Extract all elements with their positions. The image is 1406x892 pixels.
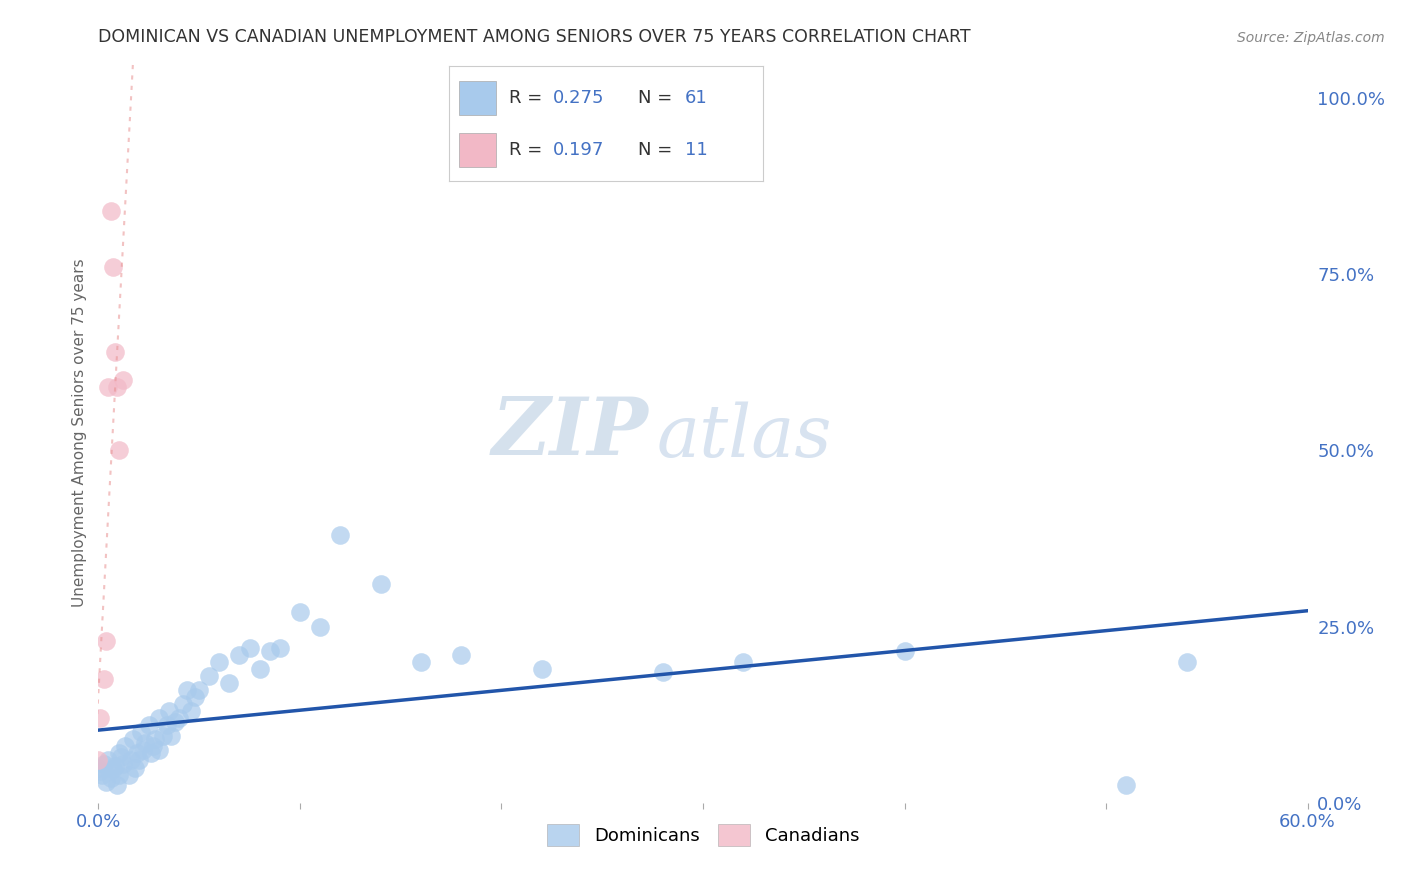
Point [129,725,152,739]
Point [893,644,915,658]
Point [103,759,125,773]
Point [139,747,162,761]
Point [651,665,673,680]
Point [128,754,150,768]
Point [148,711,170,725]
Point [91,767,114,781]
Point [93,757,115,772]
Point [172,697,194,711]
Point [160,729,183,743]
Point [124,760,146,774]
Point [107,747,129,761]
Point [733,655,755,669]
Point [97,380,120,394]
Point [107,443,129,458]
Y-axis label: Unemployment Among Seniors over 75 years: Unemployment Among Seniors over 75 years [72,259,87,607]
Point [269,640,291,655]
Point [105,380,128,394]
Point [120,754,142,768]
Point [530,662,553,676]
Point [184,690,207,704]
Point [176,683,198,698]
Point [105,778,128,792]
Point [143,732,166,747]
Text: Source: ZipAtlas.com: Source: ZipAtlas.com [1237,31,1385,45]
Point [114,739,136,754]
Point [132,743,155,757]
Point [103,344,125,359]
Text: atlas: atlas [657,401,832,472]
Point [121,732,143,747]
Text: ZIP: ZIP [492,394,648,471]
Legend: Dominicans, Canadians: Dominicans, Canadians [540,816,866,853]
Text: DOMINICAN VS CANADIAN UNEMPLOYMENT AMONG SENIORS OVER 75 YEARS CORRELATION CHART: DOMINICAN VS CANADIAN UNEMPLOYMENT AMONG… [98,28,972,45]
Point [180,704,202,718]
Point [163,714,186,729]
Point [107,767,129,781]
Point [450,648,472,662]
Point [1175,655,1198,669]
Point [152,729,174,743]
Point [100,203,122,218]
Point [96,633,118,648]
Point [89,711,111,725]
Point [138,718,160,732]
Point [288,606,311,620]
Point [218,676,240,690]
Point [188,683,211,698]
Point [111,373,134,387]
Point [125,747,148,761]
Point [118,767,141,781]
Point [370,577,392,591]
Point [157,704,180,718]
Point [309,619,332,633]
Point [239,640,262,655]
Point [208,655,231,669]
Point [96,774,118,789]
Point [249,662,271,676]
Point [100,771,122,785]
Point [156,718,179,732]
Point [1115,778,1137,792]
Point [167,711,190,725]
Point [93,673,115,687]
Point [409,655,432,669]
Point [87,760,110,774]
Point [110,750,132,764]
Point [259,644,281,658]
Point [148,743,170,757]
Point [101,762,124,776]
Point [101,260,124,274]
Point [142,739,165,754]
Point [111,757,134,772]
Point [134,736,156,750]
Point [329,528,352,542]
Point [228,648,250,662]
Point [87,754,110,768]
Point [89,764,111,778]
Point [198,669,221,683]
Point [97,754,120,768]
